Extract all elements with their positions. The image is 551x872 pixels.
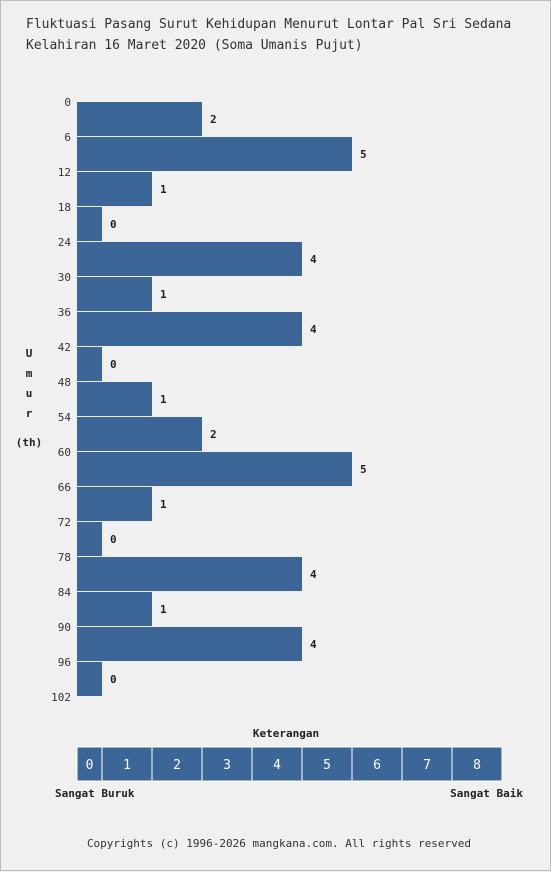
y-axis-label-char: u	[26, 387, 33, 400]
legend-scale-label: 0	[86, 758, 94, 773]
y-tick-label: 84	[58, 586, 72, 599]
bar-value-label: 4	[310, 253, 317, 266]
y-axis-label-char: r	[26, 407, 33, 420]
bar	[77, 312, 302, 346]
y-tick-label: 90	[58, 621, 71, 634]
y-tick-label: 42	[58, 341, 71, 354]
chart-title-line-1: Fluktuasi Pasang Surut Kehidupan Menurut…	[26, 17, 511, 32]
bar	[77, 627, 302, 661]
bar-value-label: 4	[310, 323, 317, 336]
y-tick-label: 6	[64, 131, 71, 144]
bar	[77, 347, 102, 381]
y-axis-label-char: m	[26, 367, 33, 380]
legend-title: Keterangan	[253, 727, 319, 740]
bar-value-label: 4	[310, 638, 317, 651]
bar-value-label: 0	[110, 218, 117, 231]
legend-left-label: Sangat Buruk	[55, 787, 135, 800]
legend-scale-label: 5	[323, 758, 331, 773]
bar	[77, 522, 102, 556]
y-tick-label: 18	[58, 201, 71, 214]
bar-value-label: 1	[160, 288, 167, 301]
bar-value-label: 1	[160, 393, 167, 406]
y-tick-label: 48	[58, 376, 71, 389]
bar-value-label: 1	[160, 183, 167, 196]
bar-value-label: 4	[310, 568, 317, 581]
legend-swatch	[401, 746, 453, 782]
bars	[77, 102, 352, 696]
bar	[77, 557, 302, 591]
legend-scale-label: 8	[473, 758, 481, 773]
bar-value-label: 0	[110, 673, 117, 686]
legend-scale-label: 4	[273, 758, 281, 773]
y-tick-label: 96	[58, 656, 71, 669]
bar-value-label: 0	[110, 358, 117, 371]
y-tick-label: 30	[58, 271, 71, 284]
bar-value-label: 2	[210, 428, 217, 441]
y-tick-label: 36	[58, 306, 71, 319]
y-axis-ticks: 0 6 12 18 24 30 36 42 48 54 60 66 72 78 84 90 96 102	[51, 96, 71, 704]
legend-scale: 0 1 2 3 4 5 6 7 8	[76, 746, 503, 782]
chart-title-line-2: Kelahiran 16 Maret 2020 (Soma Umanis Puj…	[26, 38, 363, 53]
bar	[77, 382, 152, 416]
y-tick-label: 66	[58, 481, 71, 494]
legend-scale-label: 2	[173, 758, 181, 773]
y-tick-label: 60	[58, 446, 71, 459]
bar-value-label: 1	[160, 603, 167, 616]
y-tick-label: 54	[58, 411, 72, 424]
footer-copyright: Copyrights (c) 1996-2026 mangkana.com. A…	[87, 837, 471, 850]
y-tick-label: 102	[51, 691, 71, 704]
bar	[77, 452, 352, 486]
legend-swatch	[351, 746, 403, 782]
bar	[77, 662, 102, 696]
bar	[77, 592, 152, 626]
bar	[77, 242, 302, 276]
y-axis-unit: (th)	[16, 436, 43, 449]
y-axis-label-char: U	[26, 347, 33, 360]
bar	[77, 102, 202, 136]
bar-value-label: 2	[210, 113, 217, 126]
legend-swatch	[201, 746, 253, 782]
legend-right-label: Sangat Baik	[450, 787, 523, 800]
bar-value-label: 0	[110, 533, 117, 546]
data-labels: 2 5 1 0 4 1 4 0 1 2 5 1 0 4 1 4 0	[110, 113, 367, 686]
legend-scale-label: 1	[123, 758, 131, 773]
bar	[77, 277, 152, 311]
y-tick-label: 0	[64, 96, 71, 109]
legend-swatch	[251, 746, 303, 782]
legend-swatch	[301, 746, 353, 782]
bar-value-label: 5	[360, 463, 367, 476]
bar	[77, 417, 202, 451]
legend-swatch	[76, 746, 103, 782]
bar	[77, 137, 352, 171]
legend-swatch	[151, 746, 203, 782]
bar	[77, 172, 152, 206]
bar	[77, 487, 152, 521]
legend-scale-label: 3	[223, 758, 231, 773]
legend-swatch	[451, 746, 503, 782]
bar	[77, 207, 102, 241]
y-tick-label: 72	[58, 516, 71, 529]
y-tick-label: 24	[58, 236, 72, 249]
bar-value-label: 5	[360, 148, 367, 161]
y-tick-label: 12	[58, 166, 71, 179]
legend-scale-label: 6	[373, 758, 381, 773]
legend-scale-label: 7	[423, 758, 431, 773]
bar-value-label: 1	[160, 498, 167, 511]
y-tick-label: 78	[58, 551, 71, 564]
